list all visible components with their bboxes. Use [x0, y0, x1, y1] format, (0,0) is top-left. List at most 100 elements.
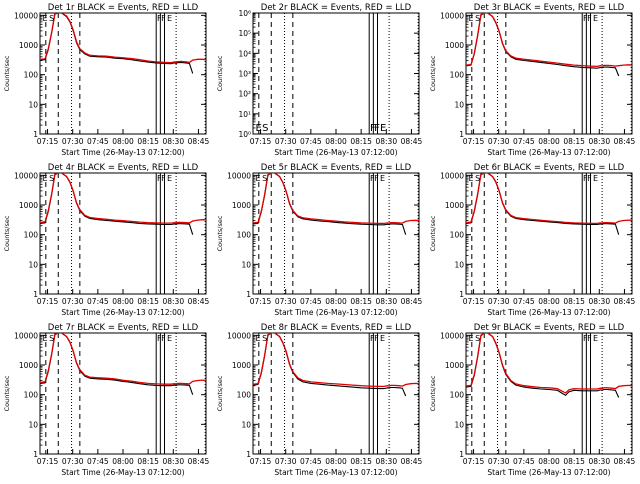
detector-panel-9: Det 9r BLACK = Events, RED = LLD Counts/s… [429, 323, 635, 477]
event-annotation: F [374, 334, 379, 343]
plot-frame [465, 332, 633, 455]
x-tick-label: 08:30 [375, 137, 397, 146]
y-tick-label: 1000 [445, 41, 464, 50]
x-tick-label: 07:30 [62, 297, 84, 306]
x-tick-label: 07:45 [513, 137, 535, 146]
event-annotation: E [42, 14, 47, 23]
x-tick-label: 08:30 [162, 297, 184, 306]
event-annotation: F [583, 14, 588, 23]
detector-panel-8: Det 8r BLACK = Events, RED = LLD Counts/s… [216, 323, 422, 477]
y-tick-label: 10 [454, 420, 464, 429]
x-tick-label: 07:45 [513, 297, 535, 306]
event-annotation: E [255, 334, 260, 343]
lld-series-line [40, 13, 206, 64]
x-tick-label: 08:45 [188, 137, 210, 146]
chart-title: Det 4r BLACK = Events, RED = LLD [48, 163, 199, 173]
x-tick-label: 07:45 [300, 137, 322, 146]
x-tick-label: 08:30 [162, 457, 184, 466]
x-tick-label: 08:45 [614, 297, 636, 306]
lld-series-line [466, 13, 632, 68]
x-tick-label: 07:15 [463, 297, 485, 306]
event-annotation: F [161, 174, 166, 183]
y-tick-label: 10000 [14, 171, 38, 180]
x-tick-label: 07:30 [62, 137, 84, 146]
detector-panel-3: Det 3r BLACK = Events, RED = LLD Counts/s… [429, 3, 635, 157]
events-series-line [40, 173, 194, 235]
detector-panel-5: Det 5r BLACK = Events, RED = LLD Counts/s… [216, 163, 422, 317]
y-tick-label: 10² [238, 90, 251, 99]
events-series-line [466, 173, 620, 235]
x-tick-label: 08:00 [538, 137, 560, 146]
plot-frame [252, 172, 420, 295]
y-tick-label: 10000 [227, 331, 251, 340]
detector-panel-7: Det 7r BLACK = Events, RED = LLD Counts/s… [3, 323, 209, 477]
x-tick-label: 08:00 [538, 457, 560, 466]
event-annotation: E [468, 174, 473, 183]
event-annotation: F [374, 123, 380, 134]
chart-title: Det 5r BLACK = Events, RED = LLD [261, 163, 412, 173]
x-tick-label: 08:45 [614, 137, 636, 146]
y-tick-label: 10 [454, 260, 464, 269]
x-tick-label: 08:15 [563, 137, 585, 146]
y-axis-label: Counts/sec [429, 55, 437, 91]
plot-frame [39, 172, 207, 295]
event-annotation: F [161, 14, 166, 23]
x-tick-label: 07:15 [463, 137, 485, 146]
y-tick-label: 1000 [19, 41, 38, 50]
y-tick-label: 100 [237, 391, 252, 400]
y-axis-label: Counts/sec [429, 215, 437, 251]
plot-frame [465, 172, 633, 295]
x-tick-label: 07:45 [300, 297, 322, 306]
chart-title: Det 7r BLACK = Events, RED = LLD [48, 323, 199, 333]
x-tick-label: 08:45 [401, 297, 423, 306]
chart-title: Det 1r BLACK = Events, RED = LLD [48, 3, 199, 13]
event-annotation: F [157, 334, 162, 343]
y-axis-label: Counts/sec [3, 375, 11, 411]
x-tick-label: 07:15 [463, 457, 485, 466]
event-annotation: F [374, 174, 379, 183]
event-annotation: E [593, 14, 598, 23]
y-tick-label: 1 [459, 130, 464, 139]
y-tick-label: 10⁰ [238, 130, 251, 139]
y-tick-label: 10000 [440, 331, 464, 340]
plot-frame [252, 332, 420, 455]
x-tick-label: 08:15 [137, 137, 159, 146]
chart-title: Det 9r BLACK = Events, RED = LLD [474, 323, 625, 333]
event-annotation: E [167, 174, 172, 183]
chart-title: Det 8r BLACK = Events, RED = LLD [261, 323, 412, 333]
x-tick-label: 08:30 [375, 297, 397, 306]
y-tick-label: 10⁵ [238, 29, 251, 38]
y-tick-label: 1000 [19, 201, 38, 210]
events-series-line [466, 13, 620, 77]
y-tick-label: 1 [246, 450, 251, 459]
y-axis-label: Counts/sec [3, 55, 11, 91]
event-annotation: F [370, 174, 375, 183]
y-tick-label: 100 [24, 71, 39, 80]
y-tick-label: 10000 [440, 171, 464, 180]
x-tick-label: 08:45 [401, 137, 423, 146]
y-tick-label: 1 [33, 450, 38, 459]
y-tick-label: 10 [28, 420, 38, 429]
y-tick-label: 1 [33, 130, 38, 139]
event-annotation: S [475, 174, 480, 183]
x-axis-label: Start Time (26-May-13 07:12:00) [61, 468, 184, 477]
x-tick-label: 08:00 [325, 457, 347, 466]
event-annotation: S [49, 174, 54, 183]
events-series-line [40, 13, 194, 74]
x-tick-label: 07:15 [37, 137, 59, 146]
event-annotation: S [49, 14, 54, 23]
y-axis-label: Counts/sec [216, 55, 224, 91]
y-tick-label: 10 [241, 260, 251, 269]
x-tick-label: 08:15 [350, 137, 372, 146]
lld-series-line [466, 173, 632, 225]
x-tick-label: 07:45 [87, 457, 109, 466]
plot-frame [39, 332, 207, 455]
x-axis-label: Start Time (26-May-13 07:12:00) [274, 468, 397, 477]
y-tick-label: 100 [450, 231, 465, 240]
event-annotation: F [157, 174, 162, 183]
x-tick-label: 07:45 [513, 457, 535, 466]
events-series-line [253, 333, 407, 397]
x-tick-label: 07:30 [275, 297, 297, 306]
y-tick-label: 10⁴ [238, 49, 251, 58]
event-annotation: E [468, 334, 473, 343]
